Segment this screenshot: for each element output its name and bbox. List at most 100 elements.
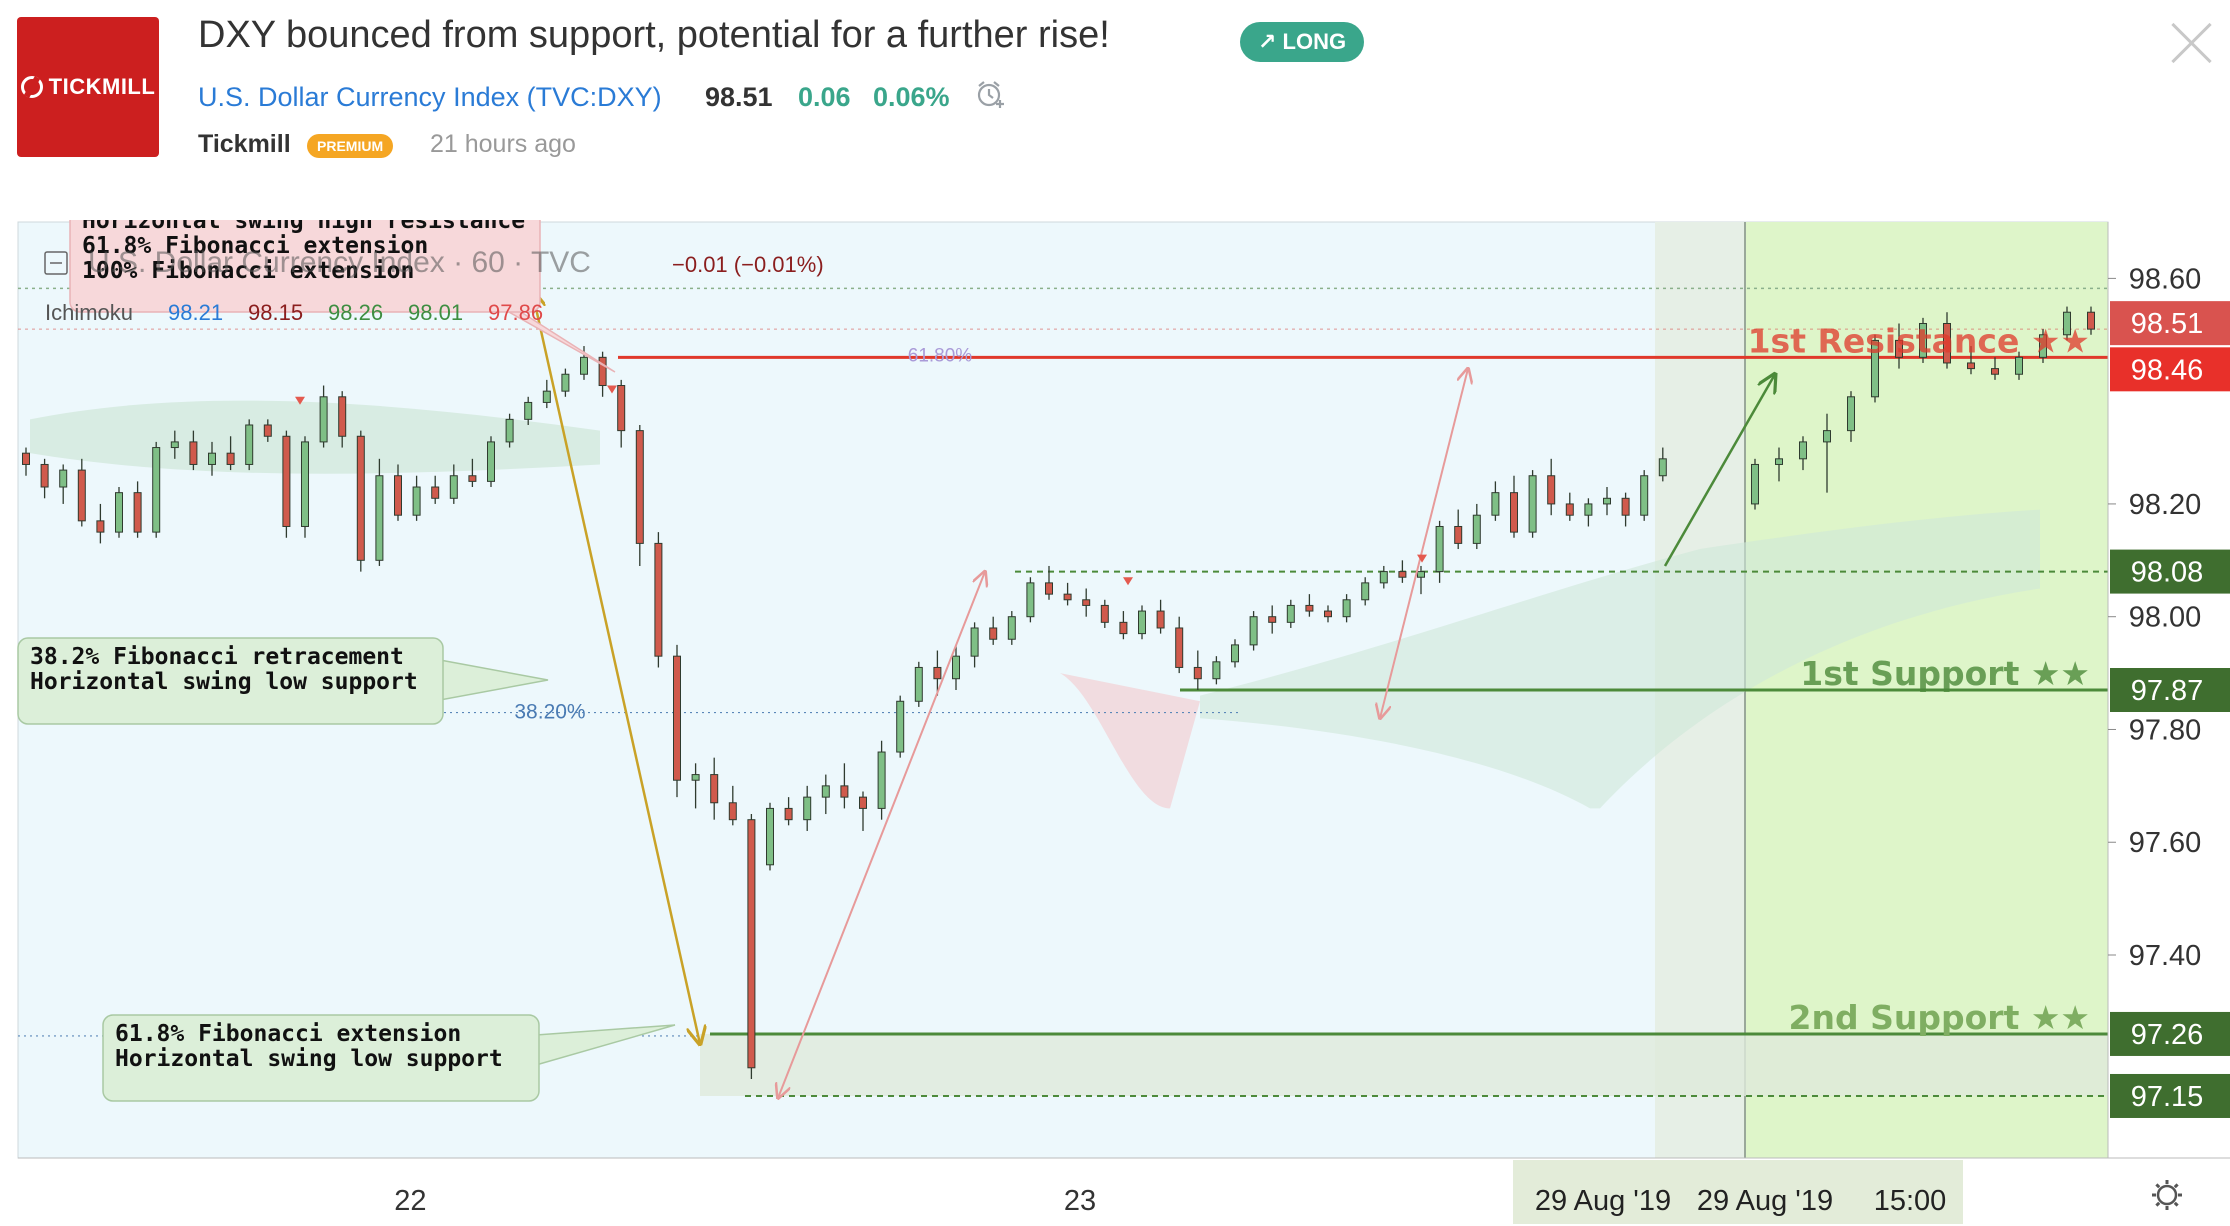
candle-body	[970, 627, 979, 657]
candle	[96, 503, 105, 544]
candle	[1799, 436, 1807, 471]
candle-body	[77, 469, 86, 522]
candle-body	[412, 486, 421, 516]
candle	[1584, 498, 1593, 527]
candle	[59, 464, 68, 504]
candle-body	[635, 430, 644, 544]
candle-body	[1603, 497, 1611, 505]
candle-body	[1379, 571, 1388, 584]
candle-body	[1472, 514, 1481, 544]
candle-body	[1175, 627, 1184, 668]
candle	[1510, 475, 1518, 538]
price-tag	[2110, 301, 2230, 346]
candle	[1528, 470, 1537, 538]
alarm-clock-icon[interactable]	[976, 80, 1006, 110]
idea-title: DXY bounced from support, potential for …	[198, 14, 1110, 56]
candle-body	[245, 424, 254, 465]
price-chart[interactable]: 61.80% 38.20% 1st Resistance ★★ 1st Support…	[0, 220, 2230, 1226]
logo-text: TICKMILL	[48, 74, 156, 99]
candle-body	[468, 475, 477, 482]
time-range-label: 15:00	[1874, 1185, 1947, 1217]
candle	[1823, 413, 1831, 493]
candle	[1082, 588, 1091, 617]
candle	[710, 757, 719, 820]
logo-mark-icon	[20, 76, 43, 98]
candle-body	[598, 356, 607, 387]
candle-body	[2039, 334, 2047, 358]
candle-body	[1871, 339, 1879, 398]
last-price: 98.51	[705, 82, 773, 112]
candle-body	[301, 441, 309, 527]
candle-body	[1435, 525, 1444, 573]
candle-body	[1565, 503, 1574, 516]
candle	[40, 458, 49, 499]
candle-body	[1991, 368, 1999, 375]
candle-body	[1305, 604, 1314, 612]
candle-body	[524, 401, 533, 420]
candle	[1547, 458, 1556, 516]
candle	[22, 447, 30, 476]
candle	[115, 487, 123, 538]
candle	[1991, 357, 1999, 380]
candle-body	[747, 819, 756, 1069]
candle-body	[1231, 644, 1239, 663]
fractal-marker	[1123, 577, 1133, 586]
author-name[interactable]: Tickmill	[198, 130, 291, 158]
candle-body	[1119, 621, 1128, 635]
candle-body	[1847, 396, 1855, 432]
candle-body	[1026, 582, 1035, 618]
symbol-name[interactable]: U.S. Dollar Currency Index	[198, 82, 520, 112]
candle	[319, 385, 328, 448]
price-change: 0.06	[798, 82, 851, 112]
price-tick-label: 98.00	[2129, 602, 2202, 634]
candle-body	[1943, 322, 1951, 364]
price-change-percent: 0.06%	[873, 82, 950, 112]
candle	[1895, 323, 1903, 369]
candle	[208, 441, 216, 476]
candle	[505, 413, 514, 448]
candle-body	[914, 666, 923, 702]
candle	[2015, 351, 2023, 380]
candle-body	[40, 463, 49, 488]
candle	[1871, 334, 1879, 403]
post-time: 21 hours ago	[430, 130, 576, 158]
first-support-label: 1st Support ★★	[1800, 654, 2090, 693]
candle-body	[59, 469, 68, 488]
symbol-line[interactable]: U.S. Dollar Currency Index (TVC:DXY)	[198, 82, 662, 113]
settings-gear-icon[interactable]	[2152, 1180, 2182, 1210]
candle-body	[1775, 458, 1783, 465]
candle-body	[375, 475, 384, 561]
candle	[728, 785, 737, 826]
callout-fib-retracement-box	[17, 637, 444, 725]
candle	[1175, 616, 1184, 674]
candle	[1045, 565, 1053, 600]
long-badge: ↗ LONG	[1240, 22, 1365, 62]
candle	[394, 464, 402, 521]
candle-body	[1584, 503, 1593, 516]
candle-body	[859, 796, 867, 809]
candle-body	[1138, 610, 1146, 635]
measured-move-arrow-1	[778, 572, 985, 1098]
price-tick-label: 97.60	[2129, 827, 2202, 859]
candle	[673, 644, 681, 798]
candle-body	[561, 373, 570, 392]
candle-body	[356, 435, 365, 561]
candle-body	[133, 492, 142, 533]
candle-body	[1491, 492, 1500, 516]
candle	[1491, 481, 1500, 521]
candle-body	[1823, 430, 1831, 443]
candle-body	[1547, 475, 1556, 505]
callout-resistance-line: 100% Fibonacci extension	[82, 258, 414, 284]
measured-move-arrow-2	[1380, 369, 1468, 719]
legend-ichimoku-value: 98.21	[168, 300, 223, 325]
candle-body	[1324, 610, 1332, 618]
fractal-marker	[295, 396, 305, 405]
symbol-ticker[interactable]: (TVC:DXY)	[526, 82, 662, 112]
candle	[1268, 605, 1277, 634]
price-tag	[2110, 1011, 2230, 1056]
close-button[interactable]	[2170, 20, 2214, 64]
candle-body	[115, 492, 123, 533]
candle	[189, 430, 198, 471]
candle	[282, 430, 291, 538]
